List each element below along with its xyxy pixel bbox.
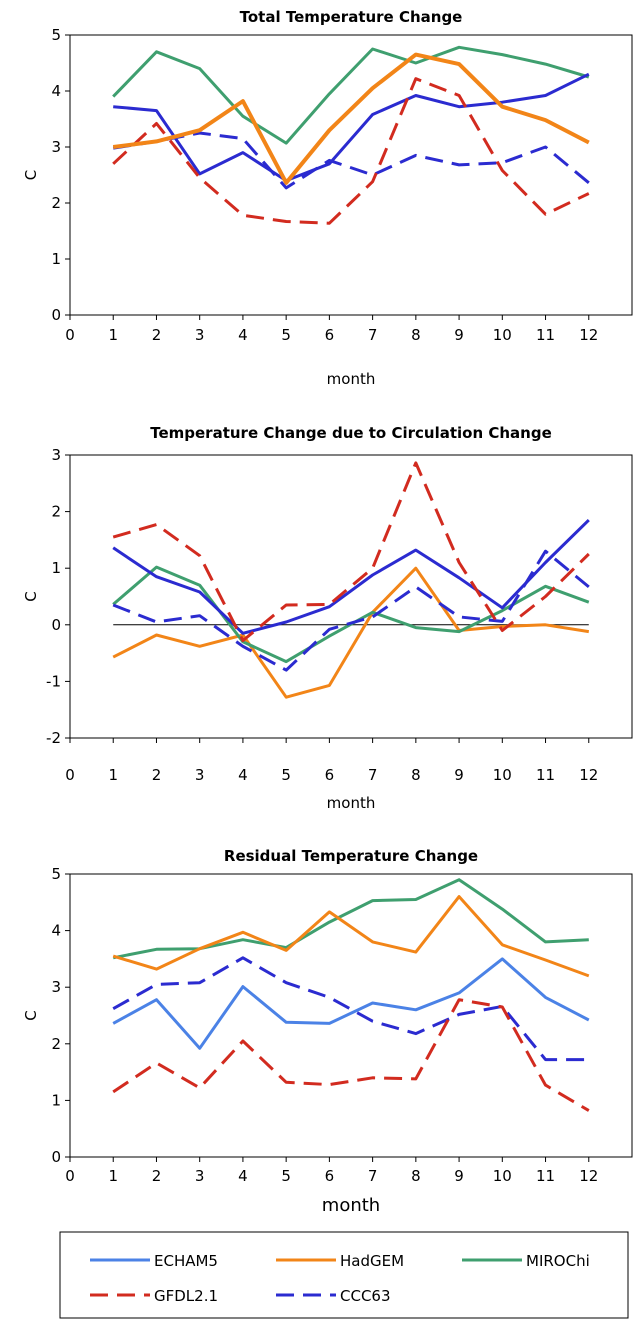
chart-2: Temperature Change due to Circulation Ch… [22,424,633,812]
x-tick-label: 10 [493,1167,512,1185]
x-tick-label: 11 [536,1167,555,1185]
series-line-hadgem [112,895,590,978]
y-tick-label: 3 [51,446,61,464]
series-line-hadgem [112,52,590,185]
x-tick-label: 1 [108,766,118,784]
x-tick-label: 1 [108,326,118,344]
x-tick-label: 11 [536,766,555,784]
series-line-echam5 [112,519,590,635]
x-tick-label: 3 [195,1167,205,1185]
legend-label-gfdl2-1: GFDL2.1 [154,1287,218,1305]
plot-frame [69,873,633,1158]
y-tick-label: 3 [51,978,61,996]
legend-box [59,1231,629,1319]
legend-label-mirochi: MIROChi [526,1252,590,1270]
y-tick-label: 1 [51,1091,61,1109]
x-tick-label: 0 [65,766,75,784]
x-tick-label: 1 [108,1167,118,1185]
y-tick-label: 5 [51,865,61,883]
y-tick-label: 1 [51,559,61,577]
x-axis-label: month [327,370,376,388]
x-tick-label: 4 [238,326,248,344]
plot-frame [69,34,633,316]
series-line-ccc63 [112,956,589,1062]
x-tick-label: 3 [195,326,205,344]
y-tick-label: -1 [46,672,61,690]
legend-label-ccc63: CCC63 [340,1287,391,1305]
x-tick-label: 12 [579,766,598,784]
x-tick-label: 2 [152,1167,162,1185]
series-line-echam5 [113,72,590,183]
series-line-gfdl2-1 [112,77,590,225]
x-tick-label: 9 [454,766,464,784]
x-tick-label: 7 [368,766,378,784]
legend-label-hadgem: HadGEM [340,1252,404,1270]
series-line-echam5 [112,957,590,1050]
series-line-gfdl2-1 [112,998,590,1112]
x-tick-label: 0 [65,326,75,344]
chart-title: Temperature Change due to Circulation Ch… [150,424,552,442]
legend-label-echam5: ECHAM5 [154,1252,218,1270]
y-tick-label: 4 [51,922,61,940]
x-tick-label: 10 [493,766,512,784]
x-axis-label: month [322,1195,380,1216]
y-tick-label: 5 [51,26,61,44]
y-tick-label: 1 [51,250,61,268]
y-tick-label: 0 [51,306,61,324]
y-tick-label: 2 [51,1035,61,1053]
x-tick-label: 10 [493,326,512,344]
x-tick-label: 5 [281,1167,291,1185]
x-tick-label: 9 [454,1167,464,1185]
legend: ECHAM5 HadGEM MIROChi GFDL2.1 CCC63 [59,1231,629,1319]
x-tick-label: 7 [368,326,378,344]
y-tick-label: 3 [51,138,61,156]
y-axis-label: C [22,170,40,180]
x-tick-label: 7 [368,1167,378,1185]
x-tick-label: 8 [411,766,421,784]
y-axis-label: C [22,591,40,601]
plot-frame [69,454,633,739]
y-tick-label: 4 [51,82,61,100]
y-tick-label: 0 [51,616,61,634]
x-tick-label: 11 [536,326,555,344]
x-tick-label: 5 [281,766,291,784]
x-tick-label: 6 [325,766,335,784]
x-tick-label: 12 [579,1167,598,1185]
x-tick-label: 12 [579,326,598,344]
y-tick-label: -2 [46,729,61,747]
x-tick-label: 3 [195,766,205,784]
x-tick-label: 4 [238,766,248,784]
y-tick-label: 2 [51,503,61,521]
y-tick-label: 0 [51,1148,61,1166]
x-tick-label: 0 [65,1167,75,1185]
chart-title: Total Temperature Change [240,8,463,26]
x-tick-label: 4 [238,1167,248,1185]
x-tick-label: 6 [325,1167,335,1185]
series-line-ccc63 [112,549,590,672]
series-line-mirochi [112,45,590,145]
y-tick-label: 2 [51,194,61,212]
series-line-mirochi [112,878,589,960]
x-tick-label: 2 [152,326,162,344]
y-axis-label: C [22,1010,40,1020]
series-line-ccc63 [112,131,590,190]
x-tick-label: 6 [325,326,335,344]
series-line-gfdl2-1 [112,461,590,643]
x-tick-label: 8 [411,1167,421,1185]
x-tick-label: 2 [152,766,162,784]
x-tick-label: 5 [281,326,291,344]
chart-title: Residual Temperature Change [224,847,478,865]
x-tick-label: 9 [454,326,464,344]
x-axis-label: month [327,794,376,812]
x-tick-label: 8 [411,326,421,344]
